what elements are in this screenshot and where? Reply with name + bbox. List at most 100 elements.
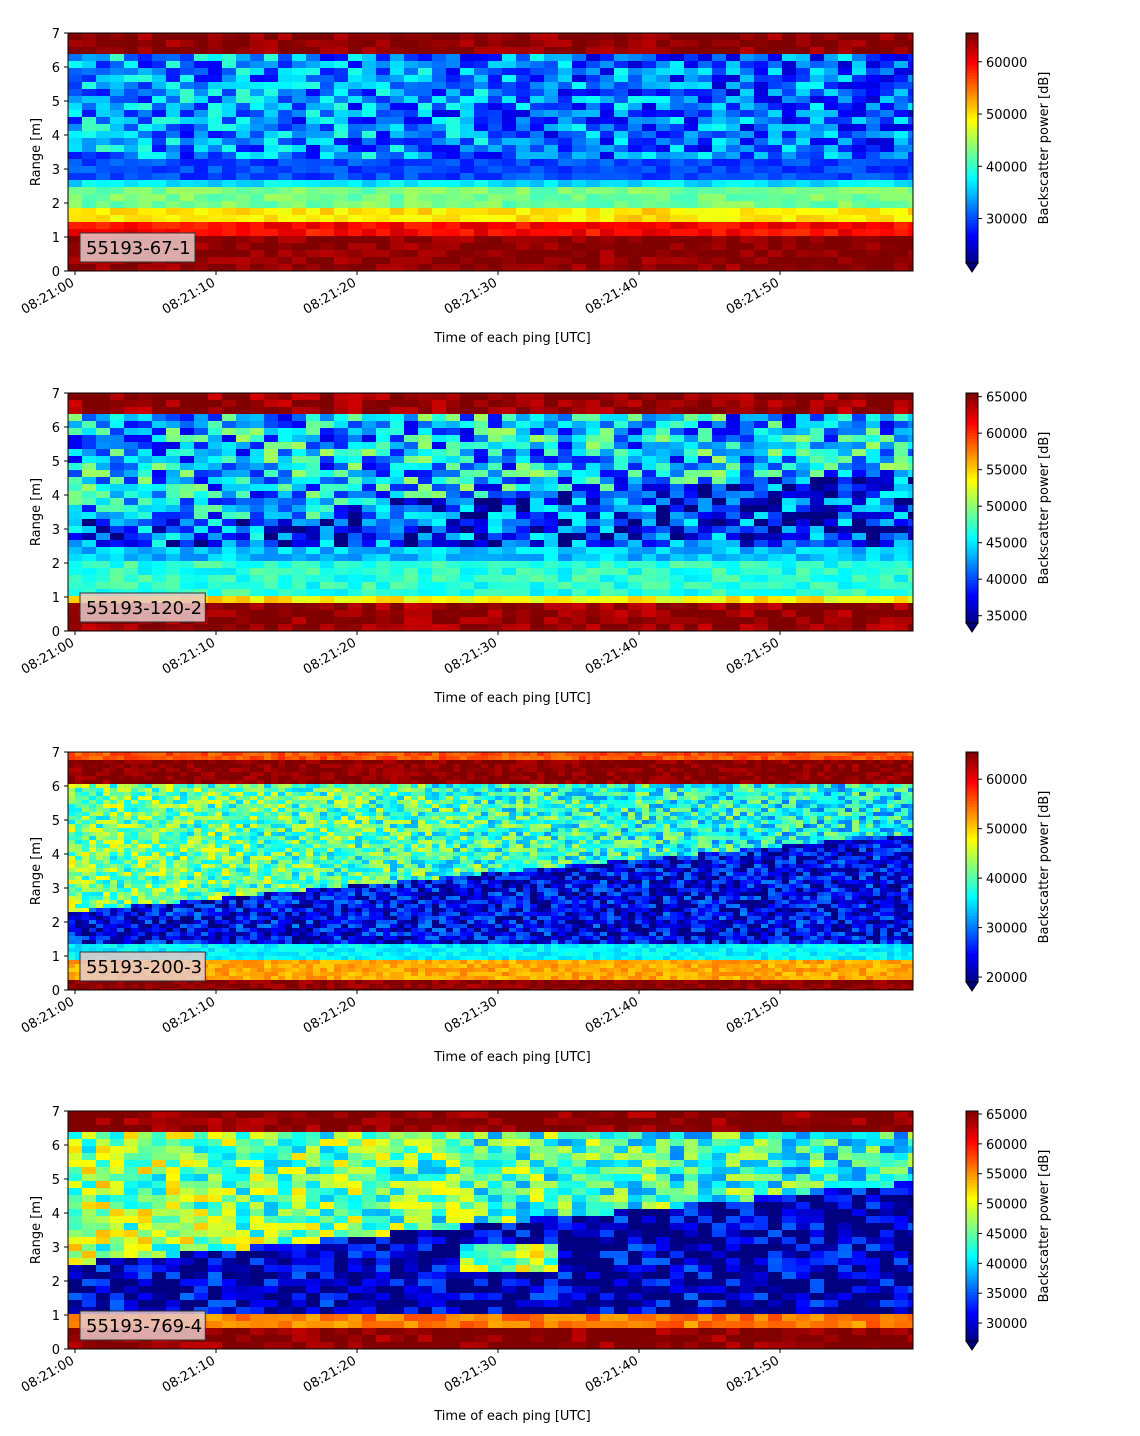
x-tick-label: 08:21:30 <box>442 1353 500 1395</box>
y-tick-label: 2 <box>52 916 60 931</box>
series-label-box <box>79 951 206 982</box>
x-tick-label: 08:21:50 <box>724 1353 782 1395</box>
y-tick-label: 7 <box>52 387 60 402</box>
y-tick-label: 7 <box>52 1105 60 1120</box>
x-tick-label: 08:21:00 <box>19 275 77 317</box>
x-tick-label: 08:21:00 <box>19 635 77 677</box>
y-tick-label: 7 <box>52 27 60 42</box>
colorbar-extend-min <box>965 981 979 992</box>
colorbar: 20000 30000 40000 50000 60000 Backscatter pow… <box>965 751 1052 992</box>
y-axis-label: Range [m] <box>29 478 44 546</box>
y-tick-label: 5 <box>52 95 60 110</box>
x-tick-label: 08:21:10 <box>160 275 218 317</box>
colorbar-tick-label: 50000 <box>986 1198 1027 1213</box>
axes-frame <box>67 1110 914 1350</box>
x-tick-label: 08:21:20 <box>301 635 359 677</box>
colorbar-tick-label: 45000 <box>986 537 1027 552</box>
x-tick-label: 08:21:40 <box>583 635 641 677</box>
colorbar-tick-label: 40000 <box>986 1257 1027 1272</box>
colorbar-tick-label: 60000 <box>986 427 1027 442</box>
y-tick-label: 0 <box>52 265 60 280</box>
colorbar: 30000 35000 40000 45000 50000 55000 60000 65000… <box>965 1108 1052 1351</box>
x-tick-label: 08:21:40 <box>583 275 641 317</box>
heatmap-cells <box>68 1111 913 1349</box>
y-tick-label: 2 <box>52 1275 60 1290</box>
y-tick-label: 7 <box>52 746 60 761</box>
y-tick-label: 5 <box>52 814 60 829</box>
colorbar: 30000 40000 50000 60000 Backscatter power [d… <box>965 32 1052 273</box>
y-axis-label: Range [m] <box>29 1196 44 1264</box>
x-tick-label: 08:21:40 <box>583 994 641 1036</box>
heatmap-cells <box>68 393 913 631</box>
y-tick-label: 2 <box>52 557 60 572</box>
y-tick-label: 1 <box>52 591 60 606</box>
x-tick-label: 08:21:10 <box>160 635 218 677</box>
colorbar-tick-label: 60000 <box>986 56 1027 71</box>
x-tick-label: 08:21:20 <box>301 1353 359 1395</box>
y-tick-label: 1 <box>52 950 60 965</box>
x-tick-label: 08:21:10 <box>160 994 218 1036</box>
y-tick-label: 6 <box>52 421 60 436</box>
axes-frame <box>67 392 914 632</box>
colorbar-tick-label: 30000 <box>986 922 1027 937</box>
colorbar-tick-label: 40000 <box>986 160 1027 175</box>
y-tick-label: 4 <box>52 848 60 863</box>
heatmap-cells <box>68 752 913 990</box>
y-axis-label: Range [m] <box>29 118 44 186</box>
x-tick-label: 08:21:00 <box>19 1353 77 1395</box>
colorbar-label: Backscatter power [dB] <box>1037 1150 1052 1303</box>
series-label: 55193-67-1 <box>86 238 191 259</box>
x-tick-label: 08:21:00 <box>19 994 77 1036</box>
x-axis-label: Time of each ping [UTC] <box>433 1409 591 1424</box>
y-tick-label: 1 <box>52 1309 60 1324</box>
colorbar-tick-label: 20000 <box>986 971 1027 986</box>
y-tick-label: 5 <box>52 1173 60 1188</box>
x-tick-label: 08:21:50 <box>724 635 782 677</box>
plot-3: 0 1 2 3 4 5 6 7 08:21:00 08:21:10 08:21:20 08:21:30… <box>19 746 1052 1065</box>
x-tick-label: 08:21:50 <box>724 994 782 1036</box>
y-tick-label: 0 <box>52 984 60 999</box>
heatmap-cells <box>68 33 913 271</box>
y-tick-label: 2 <box>52 197 60 212</box>
y-tick-label: 3 <box>52 1241 60 1256</box>
colorbar: 35000 40000 45000 50000 55000 60000 65000 Backs… <box>965 391 1052 633</box>
x-tick-label: 08:21:30 <box>442 275 500 317</box>
y-tick-label: 3 <box>52 163 60 178</box>
colorbar-extend-min <box>965 1340 979 1351</box>
axes-frame <box>67 32 914 272</box>
colorbar-extend-min <box>965 622 979 633</box>
colorbar-tick-label: 35000 <box>986 1287 1027 1302</box>
y-tick-label: 3 <box>52 523 60 538</box>
colorbar-tick-label: 30000 <box>986 213 1027 228</box>
axes-frame <box>67 751 914 991</box>
y-axis-label: Range [m] <box>29 837 44 905</box>
y-tick-label: 6 <box>52 780 60 795</box>
y-tick-label: 6 <box>52 61 60 76</box>
x-tick-label: 08:21:10 <box>160 1353 218 1395</box>
y-tick-label: 0 <box>52 625 60 640</box>
y-tick-label: 4 <box>52 1207 60 1222</box>
x-tick-label: 08:21:20 <box>301 994 359 1036</box>
colorbar-tick-label: 55000 <box>986 1168 1027 1183</box>
series-label: 55193-200-3 <box>86 957 202 978</box>
x-tick-label: 08:21:40 <box>583 1353 641 1395</box>
y-tick-label: 4 <box>52 489 60 504</box>
series-label: 55193-769-4 <box>86 1316 202 1337</box>
y-tick-label: 3 <box>52 882 60 897</box>
x-tick-label: 08:21:20 <box>301 275 359 317</box>
plot-4: 0 1 2 3 4 5 6 7 08:21:00 08:21:10 08:21:20 08:21:30… <box>19 1105 1052 1424</box>
plot-2: 0 1 2 3 4 5 6 7 08:21:00 08:21:10 08:21:20 08:21:30… <box>19 387 1052 706</box>
colorbar-label: Backscatter power [dB] <box>1037 432 1052 585</box>
y-tick-label: 4 <box>52 129 60 144</box>
series-label-box <box>79 232 196 263</box>
x-tick-label: 08:21:50 <box>724 275 782 317</box>
colorbar-tick-label: 35000 <box>986 610 1027 625</box>
plot-1: 0 1 2 3 4 5 6 7 08:21:00 08:21:10 08:21:20 08:21:30… <box>19 27 1052 346</box>
colorbar-tick-label: 50000 <box>986 823 1027 838</box>
series-label-box <box>79 592 206 623</box>
colorbar-label: Backscatter power [dB] <box>1037 791 1052 944</box>
colorbar-tick-label: 40000 <box>986 573 1027 588</box>
series-label: 55193-120-2 <box>86 598 202 619</box>
x-tick-label: 08:21:30 <box>442 994 500 1036</box>
